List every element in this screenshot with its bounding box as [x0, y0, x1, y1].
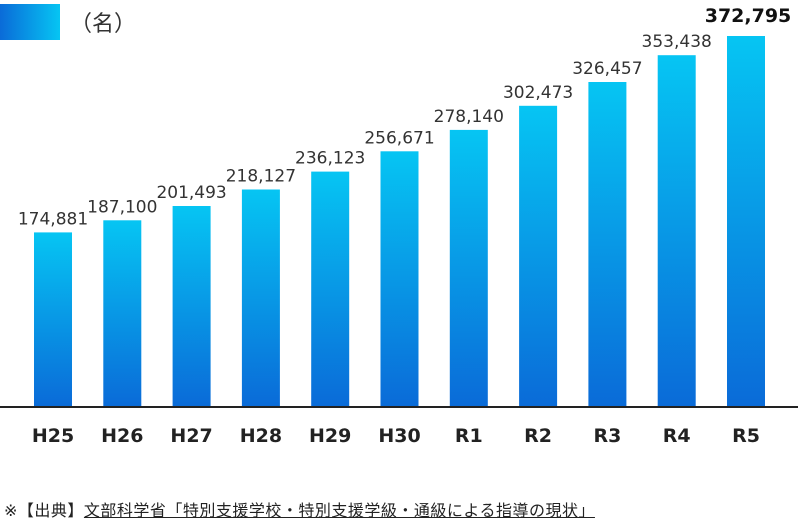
bar-H26	[103, 220, 142, 406]
x-tick-R4: R4	[663, 425, 691, 447]
x-tick-R3: R3	[593, 425, 621, 447]
x-tick-R5: R5	[732, 425, 760, 447]
unit-label: （名）	[70, 12, 136, 37]
bar-R2	[519, 105, 558, 407]
x-tick-H26: H26	[101, 425, 143, 447]
x-tick-R2: R2	[524, 425, 552, 447]
x-tick-H29: H29	[309, 425, 351, 447]
bar-H29	[311, 171, 350, 406]
value-label-R3: 326,457	[572, 59, 642, 79]
bar-R4	[657, 55, 696, 406]
x-tick-H27: H27	[170, 425, 212, 447]
bar-R5	[727, 36, 765, 406]
source-note: ※【出典】文部科学省「特別支援学校・特別支援学級・通級による指導の現状」	[4, 497, 595, 521]
bar-R3	[588, 82, 627, 406]
value-label-H25: 174,881	[18, 209, 88, 229]
value-label-R2: 302,473	[503, 83, 573, 103]
value-label-R5: 372,795	[705, 5, 792, 27]
bar-H30	[380, 151, 419, 406]
bar-H25	[34, 232, 72, 406]
bar-chart: （名） 174,881 H25 187,100 H26 201,493 H27 218,12…	[0, 4, 798, 447]
value-label-H26: 187,100	[87, 197, 157, 217]
bar-H28	[241, 189, 280, 406]
value-label-H27: 201,493	[156, 183, 226, 203]
bar-H27	[172, 206, 211, 406]
x-tick-H28: H28	[240, 425, 282, 447]
source-prefix: ※【出典】	[4, 501, 84, 520]
x-tick-R1: R1	[455, 425, 483, 447]
bar-R1	[449, 129, 488, 406]
source-document: 文部科学省「特別支援学校・特別支援学級・通級による指導の現状」	[83, 501, 595, 520]
value-label-R1: 278,140	[434, 107, 504, 127]
value-label-H30: 256,671	[364, 128, 434, 148]
value-label-H28: 218,127	[226, 167, 296, 187]
x-tick-H30: H30	[378, 425, 420, 447]
x-tick-H25: H25	[32, 425, 74, 447]
unit-swatch	[0, 4, 60, 40]
value-label-R4: 353,438	[642, 32, 712, 52]
value-label-H29: 236,123	[295, 149, 365, 169]
